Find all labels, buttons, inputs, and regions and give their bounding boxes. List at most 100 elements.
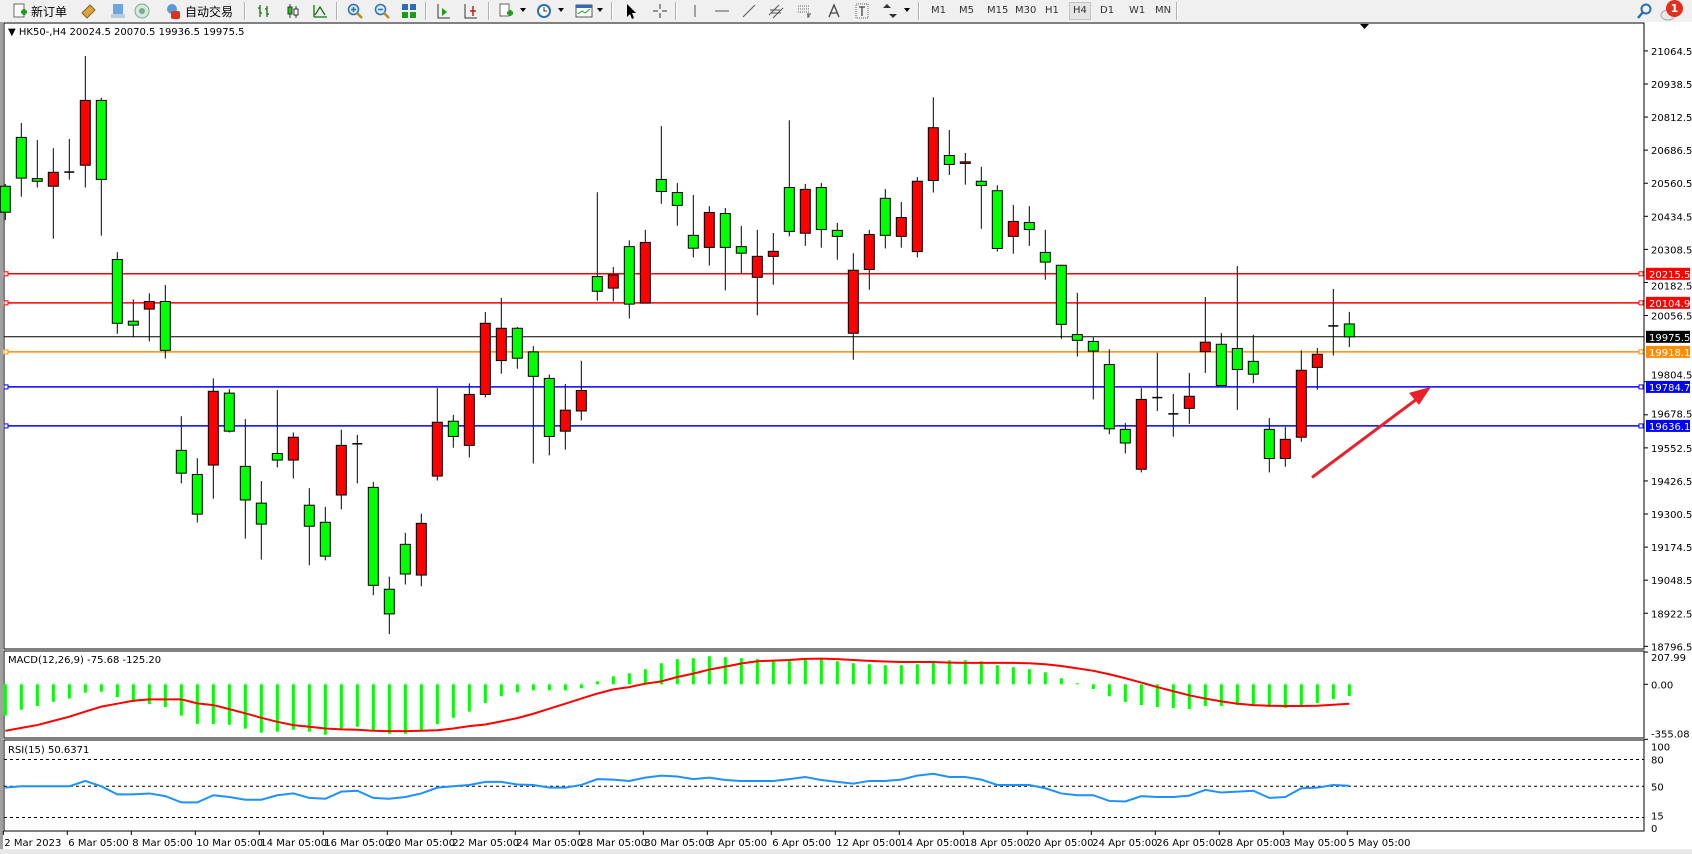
candle — [319, 506, 331, 561]
candle — [671, 183, 683, 226]
macd-histogram-bar — [1107, 684, 1111, 697]
signals-button[interactable] — [134, 2, 150, 20]
line-handle-left[interactable] — [3, 384, 9, 390]
line-handle-right[interactable] — [1638, 384, 1644, 390]
candle — [1119, 423, 1131, 454]
price-tick-label: 19552.5 — [1651, 444, 1692, 455]
candle-body — [751, 255, 763, 278]
line-handle-left[interactable] — [3, 271, 9, 277]
rsi-pane: 100 80 50 150 — [4, 743, 1670, 835]
candle — [1279, 426, 1291, 467]
zoom-out-icon — [374, 3, 390, 19]
candle — [191, 458, 203, 523]
cursor-button[interactable] — [624, 2, 638, 20]
chart-window[interactable]: 207.99 0.00 -355.08 100 80 50 150 21064.5 2093… — [0, 22, 1692, 849]
timeframe-m5[interactable]: M5 — [959, 5, 974, 16]
main-pane — [3, 22, 1645, 650]
candle-body — [1135, 398, 1147, 470]
line-chart-button[interactable] — [312, 2, 328, 20]
candle-body — [463, 393, 475, 446]
text-label-button[interactable] — [855, 2, 869, 20]
candle-body — [239, 465, 251, 501]
candle — [335, 429, 347, 510]
chart-shift-marker-icon[interactable] — [1360, 24, 1369, 29]
candle — [1007, 204, 1019, 254]
candle-body — [1343, 323, 1355, 338]
line-handle-right[interactable] — [1638, 271, 1644, 277]
macd-label: MACD(12,26,9) -75.68 -125.20 — [8, 655, 161, 666]
time-tick-label: 2 Mar 2023 — [4, 838, 61, 849]
candle — [815, 183, 827, 248]
macd-histogram-bar — [35, 684, 39, 707]
candle — [687, 194, 699, 258]
horizontal-line-button[interactable] — [714, 2, 730, 20]
trendline-icon — [742, 4, 756, 18]
timeframe-h1[interactable]: H1 — [1045, 5, 1059, 16]
candle — [975, 166, 987, 229]
line-handle-right[interactable] — [1638, 300, 1644, 306]
trendline-button[interactable] — [741, 2, 757, 20]
annotation-arrow[interactable] — [1311, 394, 1422, 479]
template-icon — [575, 4, 593, 18]
line-handle-left[interactable] — [3, 349, 9, 355]
candle-body — [207, 390, 219, 466]
vertical-line-button[interactable] — [688, 2, 702, 20]
templates-dropdown-icon[interactable] — [597, 8, 603, 12]
macd-histogram-bar — [371, 684, 375, 731]
indicators-button[interactable] — [498, 2, 514, 20]
channel-button[interactable] — [768, 2, 784, 20]
candle-body — [79, 99, 91, 166]
arrows-dropdown-icon[interactable] — [904, 8, 910, 12]
candles — [0, 56, 1431, 635]
timeframe-mn[interactable]: MN — [1155, 5, 1172, 16]
timeframe-w1[interactable]: W1 — [1129, 5, 1146, 16]
candle-body — [127, 320, 139, 326]
periodicity-dropdown-icon[interactable] — [558, 8, 564, 12]
candle-body — [639, 241, 651, 304]
templates-button[interactable] — [575, 2, 593, 20]
tile-windows-button[interactable] — [401, 2, 417, 20]
macd-histogram-bar — [419, 684, 423, 731]
line-handle-left[interactable] — [3, 423, 9, 429]
price-label: 19784.7 — [1649, 383, 1690, 394]
timeframe-d1[interactable]: D1 — [1100, 5, 1115, 16]
time-tick-label: 20 Apr 05:00 — [1028, 838, 1093, 849]
timeframe-m30[interactable]: M30 — [1015, 5, 1037, 16]
market-watch-button[interactable] — [80, 2, 96, 20]
new-order-button[interactable]: 新订单 — [12, 2, 67, 20]
zoom-in-button[interactable] — [347, 2, 363, 20]
search-button[interactable] — [1636, 2, 1652, 20]
macd-tick-label: -355.08 — [1651, 729, 1690, 740]
auto-scroll-button[interactable] — [462, 2, 478, 20]
candle — [639, 229, 651, 304]
bar-chart-button[interactable] — [256, 2, 272, 20]
text-button[interactable] — [828, 2, 840, 20]
timeframe-m15[interactable]: M15 — [987, 5, 1009, 16]
line-handle-right[interactable] — [1638, 349, 1644, 355]
line-handle-left[interactable] — [3, 300, 9, 306]
candle-body — [287, 436, 299, 461]
candle-body — [303, 504, 315, 527]
timeframe-h4[interactable]: H4 — [1069, 2, 1091, 20]
timeframe-m1[interactable]: M1 — [931, 5, 946, 16]
crosshair-button[interactable] — [652, 2, 668, 20]
candle — [1023, 206, 1035, 246]
collapse-triangle-icon[interactable]: ▼ — [8, 27, 19, 38]
chart-shift-button[interactable] — [435, 2, 451, 20]
auto-trading-button[interactable]: 自动交易 — [164, 2, 233, 20]
price-label-box — [1646, 267, 1690, 280]
line-handle-right[interactable] — [1638, 423, 1644, 429]
indicators-dropdown-icon[interactable] — [520, 8, 526, 12]
candlestick-chart-button[interactable] — [285, 2, 301, 20]
periodicity-button[interactable] — [536, 2, 552, 20]
price-tick-label: 18922.5 — [1651, 609, 1692, 620]
candle — [1055, 264, 1067, 339]
time-tick-label: 14 Mar 05:00 — [260, 838, 327, 849]
zoom-out-button[interactable] — [374, 2, 390, 20]
navigator-button[interactable] — [110, 2, 126, 20]
candle-body — [271, 453, 283, 461]
candle-body — [1215, 343, 1227, 387]
arrows-button[interactable] — [882, 2, 898, 20]
auto-trading-icon — [167, 4, 180, 19]
fibonacci-button[interactable] — [797, 2, 813, 20]
